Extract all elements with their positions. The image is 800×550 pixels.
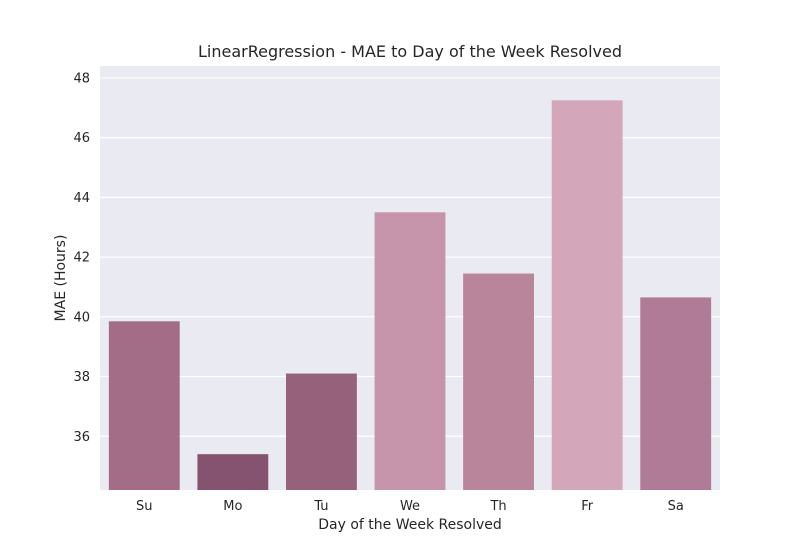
bar-th — [463, 273, 534, 490]
bar-we — [374, 212, 446, 490]
x-tick-label: Mo — [223, 499, 242, 514]
x-tick-label: Fr — [581, 499, 594, 514]
bar-mo — [197, 454, 269, 490]
y-tick-label: 40 — [73, 310, 90, 325]
chart-title: LinearRegression - MAE to Day of the Wee… — [198, 42, 622, 61]
bar-tu — [286, 373, 357, 490]
y-tick-label: 42 — [73, 251, 90, 266]
bar-su — [108, 321, 180, 490]
y-tick-label: 46 — [73, 131, 90, 146]
y-axis-ticks: 36 38 40 42 44 46 48 — [73, 71, 90, 444]
x-tick-label: Th — [489, 499, 506, 514]
x-tick-label: Su — [136, 499, 153, 514]
bar-fr — [551, 100, 623, 491]
bar-sa — [640, 297, 712, 490]
x-tick-label: Sa — [668, 499, 684, 514]
x-axis-label: Day of the Week Resolved — [318, 517, 502, 533]
y-tick-label: 36 — [73, 430, 90, 445]
y-axis-label: MAE (Hours) — [53, 235, 69, 322]
y-tick-label: 48 — [73, 71, 90, 86]
y-tick-label: 44 — [73, 191, 90, 206]
bars — [108, 100, 712, 491]
y-tick-label: 38 — [73, 370, 90, 385]
x-tick-label: Tu — [313, 499, 328, 514]
x-tick-label: We — [400, 499, 420, 514]
x-axis-ticks: Su Mo Tu We Th Fr Sa — [136, 499, 684, 514]
